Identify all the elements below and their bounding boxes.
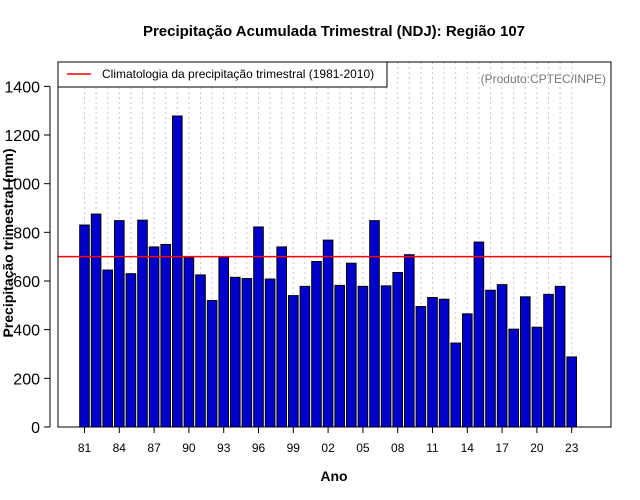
bars [79,115,578,428]
x-tick-label-2011: 11 [426,441,439,455]
bar-1986 [137,219,148,428]
y-tick-label-800: 800 [13,225,40,242]
bar-2003 [334,284,345,428]
bar-1987 [148,246,160,428]
bar-2015 [473,241,485,428]
y-axis-label: Precipitação trimestral (mm) [0,148,16,337]
bar-1990 [183,257,195,428]
bar-2011 [427,297,438,428]
bar-2017 [496,284,508,428]
legend-label: Climatologia da precipitação trimestral … [102,67,374,81]
bar-1993 [218,256,229,428]
x-axis-label: Ano [320,468,347,484]
bar-1984 [114,220,125,428]
bar-1999 [288,295,299,428]
y-tick-label-1000: 1000 [4,177,40,194]
bar-2013 [450,342,461,428]
legend-box [57,61,388,88]
gridlines [84,62,573,427]
bar-2019 [520,296,531,428]
y-axis: 0 200 400 600 800 1000 1200 1400 [4,79,51,437]
x-tick-label-2017: 17 [495,441,509,455]
bar-2023 [566,356,578,428]
bar-1992 [206,299,218,428]
bar-1998 [276,246,287,428]
bar-2010 [415,306,427,428]
x-tick-label-2008: 08 [391,441,405,455]
x-tick-label-1981: 81 [78,441,92,455]
bar-2020 [531,326,543,428]
bar-2021 [543,293,554,428]
bar-2016 [485,289,496,428]
y-tick-label-200: 200 [13,371,40,388]
y-tick-label-400: 400 [13,323,40,340]
bar-2006 [369,220,380,428]
bar-2009 [404,254,415,428]
x-tick-label-1987: 87 [147,441,161,455]
y-tick-label-600: 600 [13,274,40,291]
y-tick-label-1200: 1200 [4,128,40,145]
bar-1985 [125,273,137,428]
x-tick-label-2014: 14 [461,441,475,455]
chart-title: Precipitação Acumulada Trimestral (NDJ):… [143,23,525,40]
bar-2022 [554,285,566,428]
x-tick-label-2020: 20 [530,441,544,455]
bar-2012 [438,298,450,428]
bar-2001 [311,261,322,428]
x-tick-label-1984: 84 [113,441,127,455]
x-tick-label-2002: 02 [321,441,335,455]
bar-1989 [172,115,183,428]
bar-1988 [160,244,171,428]
bar-1994 [230,276,241,428]
bar-2014 [462,313,473,428]
bar-1982 [90,213,102,428]
bar-1995 [241,278,253,428]
credit-text: (Produto:CPTEC/INPE) [481,72,606,86]
y-tick-label-0: 0 [31,420,40,437]
bar-2018 [508,328,519,428]
bar-1983 [102,269,114,428]
bar-2002 [322,239,334,428]
x-tick-label-1996: 96 [252,441,266,455]
bar-2004 [346,262,357,428]
bar-2005 [357,285,369,428]
x-tick-label-2023: 23 [565,441,579,455]
x-tick-label-1990: 90 [182,441,196,455]
x-tick-label-1993: 93 [217,441,231,455]
x-tick-label-2005: 05 [356,441,370,455]
bar-2000 [299,285,311,428]
bar-1991 [195,274,206,428]
bar-1981 [79,224,90,428]
bar-2008 [392,271,403,428]
x-axis: 81 84 87 90 93 96 99 02 05 08 11 14 17 20 23 [78,427,579,455]
bar-1997 [264,278,276,428]
x-tick-label-1999: 99 [287,441,301,455]
legend: Climatologia da precipitação trimestral … [57,61,388,88]
y-tick-label-1400: 1400 [4,79,40,96]
bar-2007 [380,285,392,428]
